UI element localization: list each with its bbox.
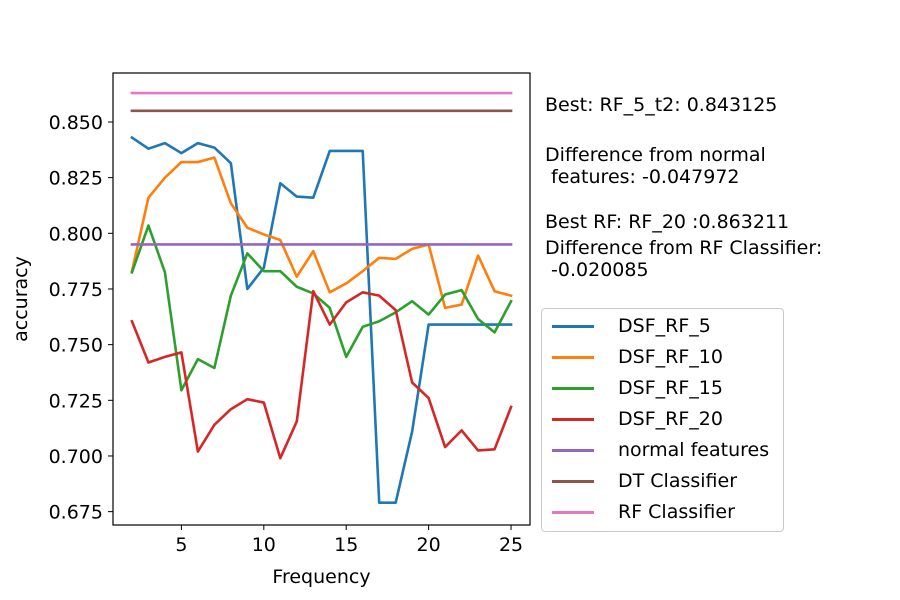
x-axis-label: Frequency [272, 566, 370, 588]
legend-item-dt-classifier: DT Classifier [552, 466, 737, 496]
legend-swatch [552, 417, 594, 421]
x-tick-label: 15 [334, 534, 358, 556]
best-annotation: Best: RF_5_t2: 0.843125 [545, 94, 778, 116]
legend-swatch [552, 510, 594, 514]
y-tick-label: 0.725 [49, 390, 103, 412]
x-tick-label: 10 [252, 534, 276, 556]
legend-label: DSF_RF_20 [618, 408, 723, 430]
legend-swatch [552, 386, 594, 390]
legend-item-dsf-rf-10: DSF_RF_10 [552, 342, 723, 372]
plot-frame [112, 72, 531, 526]
x-tick-label: 25 [499, 534, 523, 556]
y-tick-label: 0.800 [49, 223, 103, 245]
y-tick-label: 0.775 [49, 279, 103, 301]
diff-rf-annotation-line2: -0.020085 [545, 259, 649, 281]
legend-label: normal features [618, 439, 770, 461]
y-tick-label: 0.825 [49, 168, 103, 190]
legend-label: RF Classifier [618, 501, 735, 523]
legend-label: DSF_RF_10 [618, 346, 723, 368]
legend-swatch [552, 355, 594, 359]
series-line-dsf-rf-20 [130, 289, 513, 460]
x-tick-label: 5 [175, 534, 187, 556]
legend-item-dsf-rf-15: DSF_RF_15 [552, 373, 723, 403]
x-tick-label: 20 [417, 534, 441, 556]
legend-item-rf-classifier: RF Classifier [552, 497, 735, 527]
legend-item-dsf-rf-20: DSF_RF_20 [552, 404, 723, 434]
diff-normal-annotation-line2: features: -0.047972 [545, 166, 740, 188]
y-tick-label: 0.675 [49, 502, 103, 524]
legend-swatch [552, 448, 594, 452]
legend-swatch [552, 479, 594, 483]
series-line-dsf-rf-5 [130, 135, 513, 505]
best-rf-annotation: Best RF: RF_20 :0.863211 [545, 211, 790, 233]
diff-normal-annotation-line1: Difference from normal [545, 144, 766, 166]
legend-item-dsf-rf-5: DSF_RF_5 [552, 311, 711, 341]
y-tick-label: 0.750 [49, 335, 103, 357]
y-tick-label: 0.850 [49, 112, 103, 134]
diff-rf-annotation-line1: Difference from RF Classifier: [545, 237, 823, 259]
legend-item-normal-features: normal features [552, 435, 769, 465]
y-tick-label: 0.700 [49, 446, 103, 468]
series-line-dsf-rf-10 [130, 156, 513, 310]
legend-label: DSF_RF_15 [618, 377, 723, 399]
legend-swatch [552, 324, 594, 328]
y-axis-label: accuracy [10, 256, 32, 342]
series-line-dsf-rf-15 [130, 224, 513, 392]
legend-label: DSF_RF_5 [618, 315, 711, 337]
legend-label: DT Classifier [618, 470, 738, 492]
